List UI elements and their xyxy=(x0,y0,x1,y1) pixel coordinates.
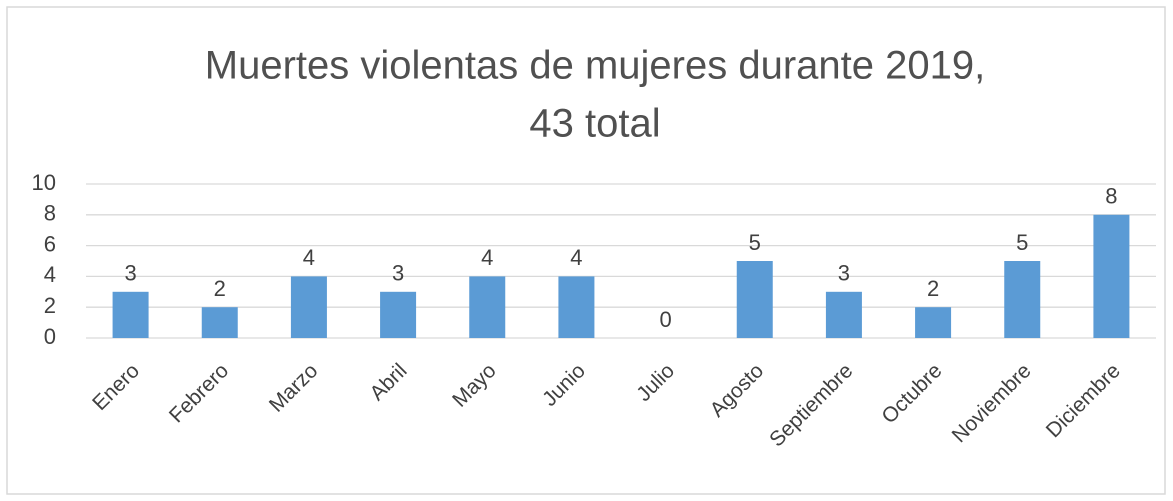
data-label: 0 xyxy=(659,307,671,332)
data-label: 4 xyxy=(570,245,582,270)
data-label: 4 xyxy=(303,245,315,270)
y-tick-label: 6 xyxy=(44,231,56,256)
chart-title: 43 total xyxy=(529,102,660,146)
bar xyxy=(915,307,952,338)
data-label: 3 xyxy=(392,261,404,286)
y-tick-label: 8 xyxy=(44,201,56,226)
chart-title: Muertes violentas de mujeres durante 201… xyxy=(205,44,985,88)
data-label: 2 xyxy=(927,276,939,301)
data-label: 3 xyxy=(838,261,850,286)
bar xyxy=(290,276,327,338)
bar xyxy=(112,291,149,338)
bar xyxy=(380,291,417,338)
chart-border xyxy=(6,6,1166,495)
bar xyxy=(1004,261,1041,338)
y-tick-label: 0 xyxy=(44,324,56,349)
bar xyxy=(469,276,506,338)
bar xyxy=(201,307,238,338)
data-label: 5 xyxy=(1016,230,1028,255)
data-label: 5 xyxy=(749,230,761,255)
data-label: 3 xyxy=(124,261,136,286)
bar xyxy=(736,261,773,338)
data-label: 2 xyxy=(214,276,226,301)
bar xyxy=(1093,214,1130,338)
y-tick-label: 10 xyxy=(32,170,56,195)
bar xyxy=(558,276,595,338)
bar xyxy=(825,291,862,338)
data-label: 4 xyxy=(481,245,493,270)
y-tick-label: 4 xyxy=(44,262,56,287)
y-tick-label: 2 xyxy=(44,293,56,318)
data-label: 8 xyxy=(1105,184,1117,209)
